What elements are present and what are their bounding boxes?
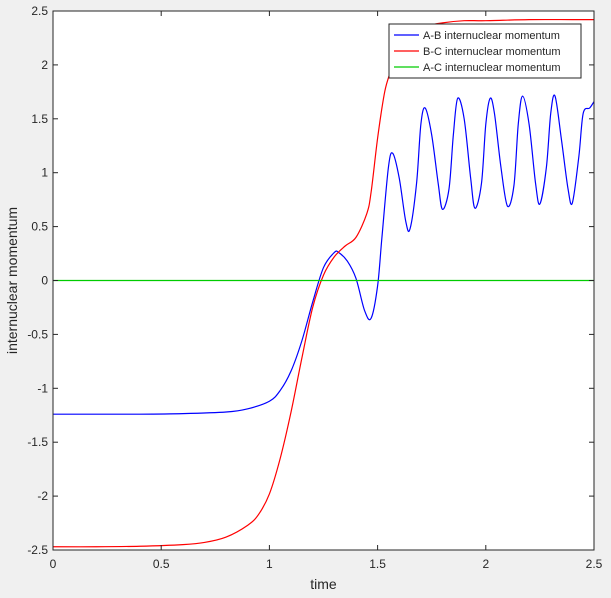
y-tick-label: 1.5: [31, 112, 48, 126]
series-layer: [52, 18, 595, 548]
y-tick-label: -1.5: [27, 435, 48, 449]
x-axis-label: time: [310, 576, 337, 592]
x-tick-label: 0: [50, 557, 57, 571]
x-tick-label: 2.5: [586, 557, 603, 571]
legend-label-2: B-C internuclear momentum: [423, 46, 561, 58]
y-tick-label: -1: [37, 381, 48, 395]
y-tick-label: 1: [41, 166, 48, 180]
y-tick-label: 2.5: [31, 4, 48, 18]
y-tick-label: 2: [41, 58, 48, 72]
y-tick-label: 0: [41, 274, 48, 288]
series-line-1: [53, 94, 595, 415]
legend-box: [388, 23, 582, 79]
y-tick-label: 0.5: [31, 220, 48, 234]
y-tick-label: -2: [37, 489, 48, 503]
tick-layer: 0 0.5 1 1.5 2 2.5 -2.5 -2 -1.5 -1 -0.5 0 0.5 1 1.5 2 2.5: [27, 4, 602, 571]
series-line-2: [52, 18, 594, 548]
y-axis-label: internuclear momentum: [4, 207, 20, 354]
legend-label-3: A-C internuclear momentum: [423, 62, 561, 74]
x-tick-label: 0.5: [153, 557, 170, 571]
x-tick-label: 1: [266, 557, 273, 571]
y-tick-label: -2.5: [27, 543, 48, 557]
x-tick-label: 1.5: [369, 557, 386, 571]
legend-label-1: A-B internuclear momentum: [423, 30, 560, 42]
y-tick-label: -0.5: [27, 327, 48, 341]
x-tick-label: 2: [482, 557, 489, 571]
legend: A-B internuclear momentum B-C internuclea…: [388, 23, 582, 79]
